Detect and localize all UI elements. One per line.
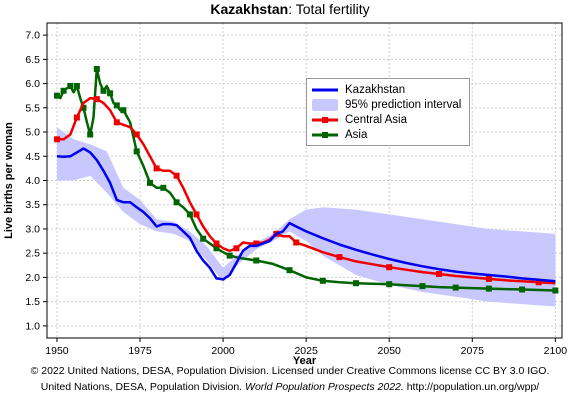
data-point-asia [419,283,426,290]
series-line-central_asia [57,96,556,285]
data-point-asia [160,184,167,191]
legend-swatch-interval [312,99,338,111]
legend-item-asia: Asia [311,128,367,142]
footer-license: © 2022 United Nations, DESA, Population … [30,365,550,377]
legend-swatch-kazakhstan [312,88,338,92]
chart-title-rest: : Total fertility [288,1,370,17]
y-tick-label: 4.0 [25,175,40,187]
y-tick-label: 5.5 [25,102,40,114]
data-point-central_asia [113,119,120,126]
y-tick-label: 6.0 [25,78,40,90]
data-point-asia [386,281,393,288]
data-point-asia [100,87,107,94]
legend-item-interval: 95% prediction interval [311,98,461,112]
legend-label-kazakhstan: Kazakhstan [345,84,406,96]
legend-swatch-asia [312,132,338,138]
footer-citation-prefix: United Nations, DESA, Population Divisio… [40,381,246,393]
chart-title: Kazakhstan: Total fertility [0,1,580,17]
data-point-asia [519,286,526,293]
data-point-asia [93,66,100,72]
chart-legend: Kazakhstan 95% prediction interval Centr… [306,78,470,146]
x-tick-label: 1950 [45,345,69,357]
x-tick-label: 2075 [461,345,485,357]
data-point-asia [226,252,233,259]
data-point-central_asia [173,172,180,179]
data-point-central_asia [436,271,443,277]
legend-label-interval: 95% prediction interval [345,99,462,111]
footer-citation-title: World Population Prospects 2022. [245,381,404,393]
data-point-asia [54,92,60,99]
data-point-asia [60,87,67,94]
x-tick-label: 2000 [211,345,235,357]
x-tick-label: 2050 [378,345,402,357]
legend-item-kazakhstan: Kazakhstan [311,83,405,97]
chart-title-country: Kazakhstan [210,1,289,17]
y-tick-label: 1.0 [25,320,40,332]
data-point-asia [80,104,87,111]
x-axis-label: Year [293,355,317,367]
data-point-central_asia [73,114,80,121]
y-axis-label: Live births per woman [3,122,15,239]
data-point-central_asia [213,240,220,247]
y-tick-label: 2.0 [25,272,40,284]
data-point-central_asia [485,275,492,282]
y-tick-label: 4.5 [25,151,40,163]
data-point-asia [200,235,207,242]
series-markers-asia [54,66,559,294]
data-point-asia [133,148,140,155]
y-tick-label: 1.5 [25,296,40,308]
legend-label-asia: Asia [345,129,368,141]
legend-label-central-asia: Central Asia [345,114,408,126]
data-point-asia [353,280,359,287]
footer-citation: United Nations, DESA, Population Divisio… [0,381,580,393]
y-tick-label: 7.0 [25,30,40,42]
y-tick-label: 5.0 [25,127,40,139]
data-point-central_asia [193,211,200,218]
data-point-asia [147,179,153,186]
footer-citation-url: http://population.un.org/wpp/ [403,381,540,393]
x-tick-label: 2025 [294,345,318,357]
data-point-asia [87,131,94,138]
y-tick-label: 6.5 [25,54,40,66]
data-point-asia [485,285,492,292]
series-line-kazakhstan [56,147,556,283]
data-point-central_asia [153,165,160,172]
data-point-central_asia [253,240,260,247]
data-point-asia [113,102,120,109]
y-tick-label: 2.5 [25,248,40,260]
data-point-asia [107,90,114,97]
y-axis: 1.0 1.5 2.0 2.5 3.0 3.5 4.0 4.5 5.0 5.5 6.0 6.5 7.0 [25,30,47,332]
data-point-asia [73,83,80,89]
data-point-asia [173,199,180,206]
data-point-asia [286,267,293,274]
data-point-central_asia [386,264,393,271]
data-point-asia [452,284,459,291]
data-point-asia [213,245,220,252]
data-point-central_asia [535,279,542,286]
data-point-asia [253,257,260,264]
data-point-central_asia [293,239,300,246]
legend-item-central-asia: Central Asia [311,113,407,127]
data-point-central_asia [54,136,60,143]
data-point-central_asia [93,96,100,103]
y-tick-label: 3.0 [25,223,40,235]
data-point-asia [319,277,326,284]
legend-swatch-central-asia [312,117,338,123]
data-point-asia [552,287,559,294]
y-tick-label: 3.5 [25,199,40,211]
interval-band [57,127,556,307]
data-point-asia [120,107,127,114]
data-point-central_asia [233,245,240,252]
data-point-asia [186,211,193,218]
x-tick-label: 2100 [544,345,568,357]
data-point-central_asia [133,131,140,138]
data-point-asia [67,83,74,89]
data-point-central_asia [336,254,343,261]
x-tick-label: 1975 [128,345,152,357]
x-axis: 1950 1975 2000 2025 2050 2075 2100 [45,338,567,357]
